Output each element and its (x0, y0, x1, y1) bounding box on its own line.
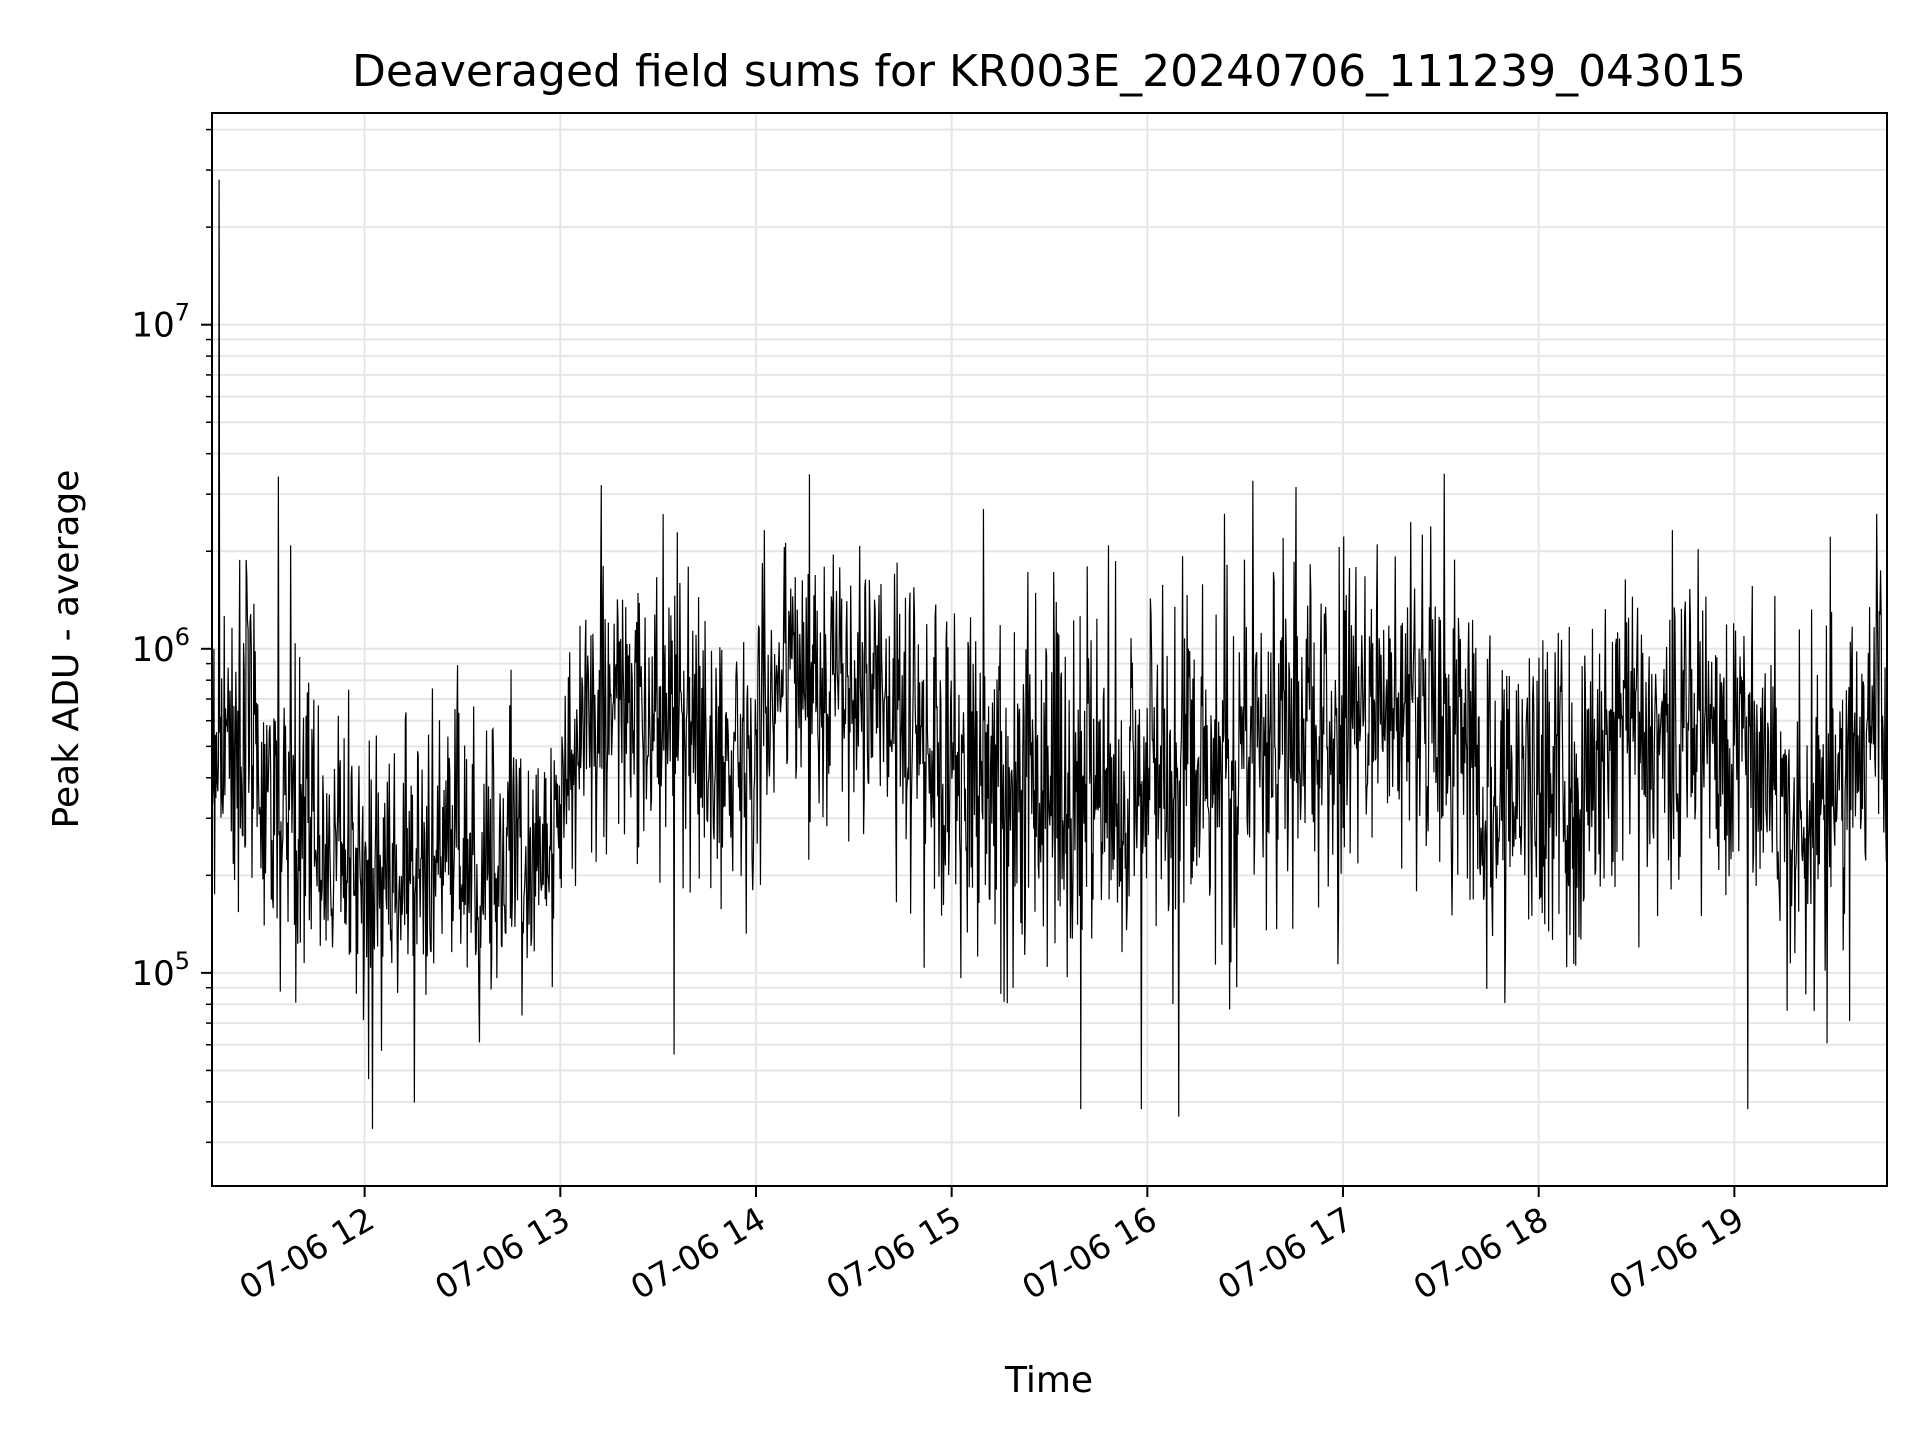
x-axis-label: Time (1004, 1360, 1093, 1401)
chart-title: Deaveraged field sums for KR003E_2024070… (352, 46, 1746, 97)
y-axis: 105 106 107 (131, 128, 212, 1144)
y-tick-label: 107 (131, 299, 190, 346)
series-line (211, 179, 1888, 1129)
y-tick-label: 106 (131, 623, 190, 670)
y-tick-label: 105 (131, 947, 190, 994)
y-axis-label: Peak ADU - average (46, 470, 87, 829)
series-path (211, 179, 1888, 1129)
